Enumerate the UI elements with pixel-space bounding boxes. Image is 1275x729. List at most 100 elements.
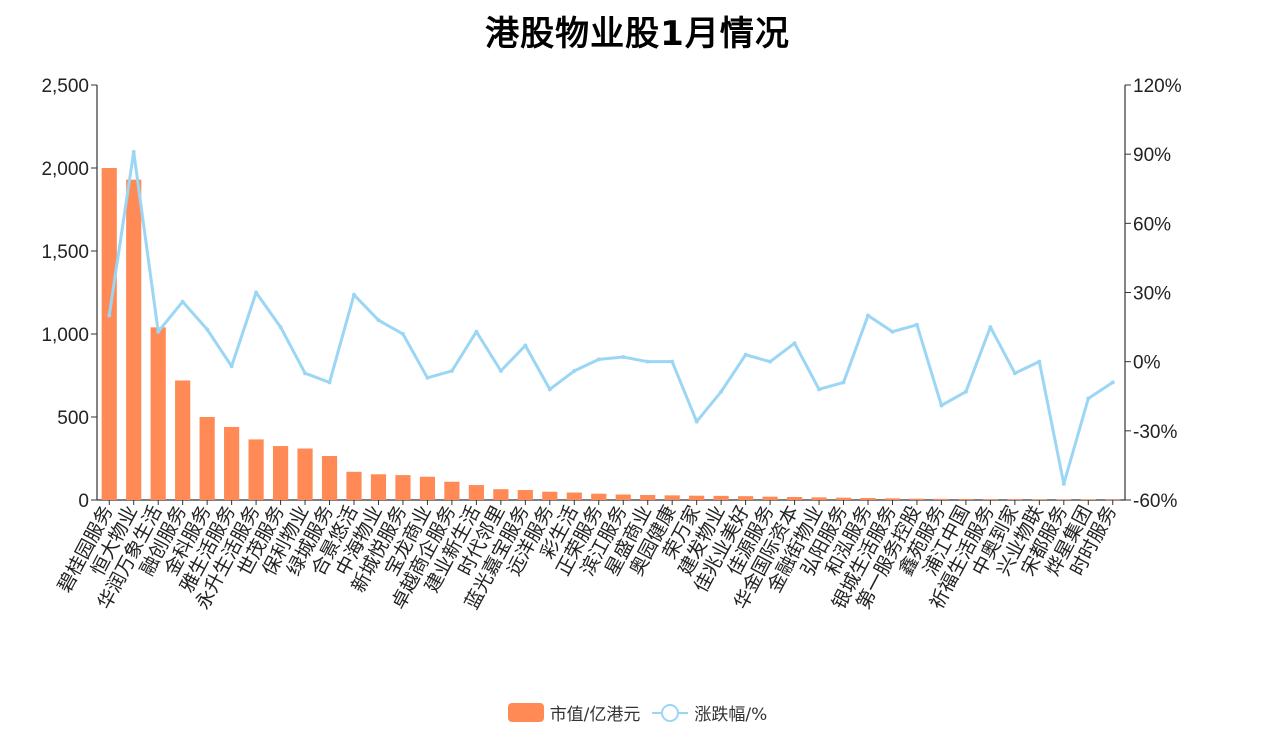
line-point	[254, 290, 259, 295]
line-point	[131, 149, 136, 154]
line-point	[866, 313, 870, 318]
bar	[517, 490, 533, 500]
bar	[689, 495, 705, 500]
line-point	[327, 380, 332, 385]
bar	[615, 494, 631, 500]
line-point	[572, 368, 577, 373]
y-left-tick-label: 1,500	[41, 242, 89, 263]
bar	[909, 498, 925, 500]
line-point	[547, 387, 552, 392]
bar	[1056, 499, 1072, 501]
line-point	[1061, 481, 1066, 486]
bar	[272, 446, 289, 500]
bar	[199, 417, 215, 500]
line-series	[107, 150, 1114, 486]
line-point	[1110, 380, 1115, 385]
line-point	[645, 359, 650, 364]
y-left-tick-label: 1,000	[41, 325, 89, 346]
chart-title: 港股物业股1月情况	[485, 14, 790, 54]
bar	[493, 489, 509, 500]
bar	[566, 492, 582, 500]
line-point	[498, 368, 503, 373]
y-right-tick-label: -30%	[1133, 422, 1177, 443]
bar	[1031, 499, 1047, 500]
y-left-tick-label: 2,500	[41, 76, 89, 97]
line-point	[400, 332, 405, 336]
y-right-tick-label: 0%	[1133, 353, 1161, 374]
bar	[982, 499, 998, 500]
line-point	[963, 389, 968, 394]
bar	[664, 495, 680, 500]
y-left-tick-label: 0	[78, 491, 89, 512]
line-point	[768, 359, 773, 364]
bar	[640, 495, 656, 500]
bar	[958, 499, 974, 500]
line-point	[914, 322, 919, 327]
y-left-tick-label: 2,000	[41, 159, 89, 180]
line-point	[523, 343, 528, 348]
line-point	[621, 355, 626, 360]
legend-item-bar[interactable]: 市值/亿港元	[507, 700, 641, 725]
line-point	[817, 387, 822, 392]
line-point	[303, 371, 308, 376]
bar	[248, 439, 264, 500]
bar	[835, 497, 852, 500]
line-point	[670, 359, 675, 364]
bar	[370, 474, 387, 500]
bar	[346, 471, 362, 500]
line-point	[1012, 371, 1017, 376]
bar	[713, 495, 729, 500]
line-point	[352, 292, 356, 297]
line-point	[449, 368, 454, 373]
line-point	[1037, 359, 1042, 364]
bar	[468, 485, 484, 500]
y-left-tick-label: 500	[57, 408, 89, 429]
line-point	[719, 389, 724, 394]
legend-swatch-line	[652, 703, 689, 723]
bar	[297, 448, 313, 500]
line-point	[596, 357, 601, 362]
bar	[884, 498, 901, 500]
line-point	[792, 341, 797, 346]
legend-swatch-bar	[507, 703, 544, 722]
legend: 市值/亿港元 涨跌幅/%	[0, 700, 1275, 725]
line-point	[694, 419, 699, 424]
y-right-tick-label: 120%	[1133, 76, 1182, 97]
legend-label-line: 涨跌幅/%	[694, 705, 768, 725]
bar	[150, 327, 166, 500]
line-point	[890, 329, 895, 334]
bar	[811, 497, 827, 500]
bar	[1080, 499, 1096, 501]
legend-item-line[interactable]: 涨跌幅/%	[652, 700, 767, 725]
line-point	[474, 329, 479, 334]
line-point	[425, 375, 430, 380]
legend-label-bar: 市值/亿港元	[549, 705, 641, 725]
bar	[444, 481, 460, 500]
line-point	[156, 329, 161, 334]
y-right-tick-label: -60%	[1133, 491, 1177, 512]
line-point	[1086, 396, 1091, 401]
line-point	[107, 313, 112, 318]
line-point	[205, 327, 210, 332]
bar	[419, 476, 436, 500]
line-point	[988, 325, 993, 330]
bar	[321, 456, 338, 500]
line-point	[743, 352, 748, 357]
bar	[933, 498, 950, 500]
bar	[101, 168, 117, 500]
bar	[175, 380, 191, 500]
y-right-tick-label: 30%	[1133, 284, 1171, 305]
bar	[542, 491, 558, 500]
line-point	[278, 325, 283, 330]
line-point	[229, 364, 234, 369]
bar	[1007, 499, 1023, 500]
bar	[860, 498, 876, 500]
bar	[1105, 499, 1121, 501]
bar	[762, 496, 778, 500]
y-right-tick-label: 90%	[1133, 145, 1171, 166]
line-point	[841, 380, 846, 385]
y-right-tick-label: 60%	[1133, 214, 1171, 235]
line-point	[939, 403, 944, 408]
bar	[786, 497, 803, 500]
